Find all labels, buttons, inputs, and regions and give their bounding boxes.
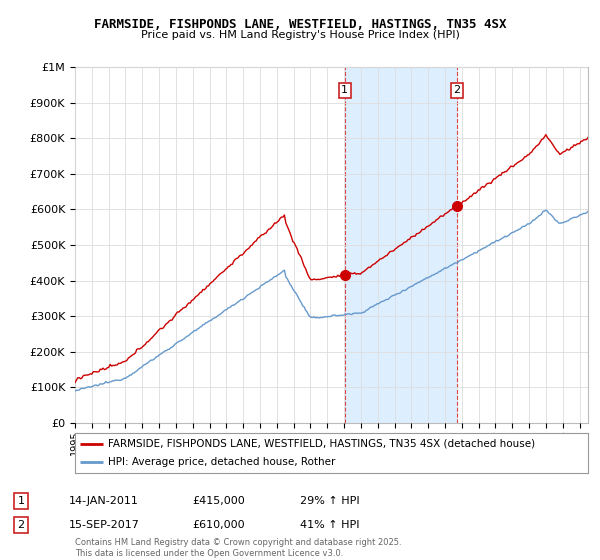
- Text: 2: 2: [454, 85, 461, 95]
- Text: £610,000: £610,000: [192, 520, 245, 530]
- Text: HPI: Average price, detached house, Rother: HPI: Average price, detached house, Roth…: [109, 458, 336, 467]
- Text: 2: 2: [17, 520, 25, 530]
- Text: 1: 1: [341, 85, 348, 95]
- Text: FARMSIDE, FISHPONDS LANE, WESTFIELD, HASTINGS, TN35 4SX (detached house): FARMSIDE, FISHPONDS LANE, WESTFIELD, HAS…: [109, 439, 535, 449]
- Text: 1: 1: [17, 496, 25, 506]
- Bar: [345, 67, 457, 423]
- Text: 41% ↑ HPI: 41% ↑ HPI: [300, 520, 359, 530]
- Text: 29% ↑ HPI: 29% ↑ HPI: [300, 496, 359, 506]
- Text: Contains HM Land Registry data © Crown copyright and database right 2025.
This d: Contains HM Land Registry data © Crown c…: [75, 538, 401, 558]
- Text: FARMSIDE, FISHPONDS LANE, WESTFIELD, HASTINGS, TN35 4SX: FARMSIDE, FISHPONDS LANE, WESTFIELD, HAS…: [94, 17, 506, 31]
- Text: 14-JAN-2011: 14-JAN-2011: [69, 496, 139, 506]
- Text: 15-SEP-2017: 15-SEP-2017: [69, 520, 140, 530]
- Text: Price paid vs. HM Land Registry's House Price Index (HPI): Price paid vs. HM Land Registry's House …: [140, 30, 460, 40]
- Text: £415,000: £415,000: [192, 496, 245, 506]
